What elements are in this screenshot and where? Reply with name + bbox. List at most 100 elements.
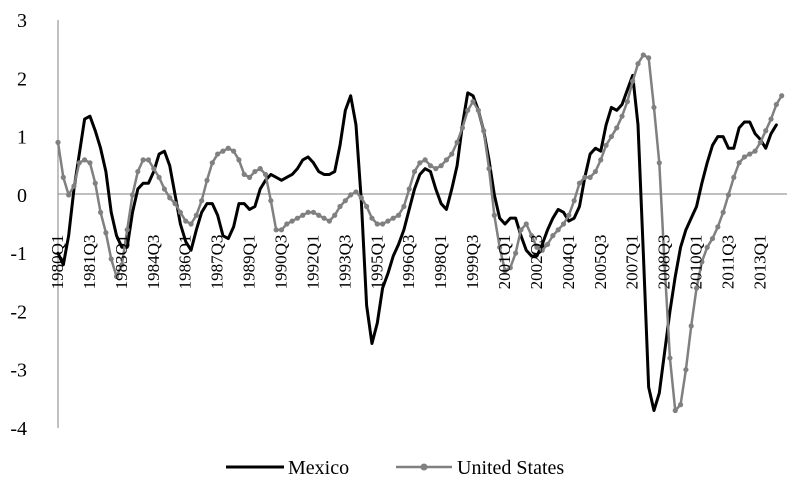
data-point-united-states — [108, 256, 114, 262]
data-point-united-states — [294, 215, 301, 221]
x-tick-label: 1995Q1 — [367, 235, 386, 290]
data-point-united-states — [624, 99, 630, 105]
data-point-united-states — [502, 268, 508, 274]
data-point-united-states — [193, 212, 199, 218]
data-point-united-states — [779, 93, 785, 99]
y-tick-label: 1 — [17, 127, 27, 149]
data-point-united-states — [757, 139, 763, 145]
data-point-united-states — [337, 203, 343, 210]
data-point-united-states — [358, 195, 364, 201]
data-point-united-states — [236, 157, 242, 163]
data-point-united-states — [278, 227, 285, 233]
data-point-united-states — [683, 367, 689, 373]
data-point-united-states — [693, 285, 700, 291]
data-point-united-states — [369, 215, 375, 221]
data-point-united-states — [528, 233, 535, 239]
data-point-united-states — [140, 157, 146, 163]
data-point-united-states — [646, 55, 652, 61]
data-point-united-states — [257, 166, 263, 172]
data-point-united-states — [151, 166, 157, 172]
data-point-united-states — [555, 227, 561, 233]
x-tick-label: 2013Q1 — [750, 235, 769, 290]
x-tick-label: 1981Q3 — [80, 235, 99, 290]
data-point-united-states — [741, 154, 748, 160]
data-point-united-states — [497, 244, 503, 250]
data-point-united-states — [87, 160, 93, 166]
data-point-united-states — [539, 247, 545, 253]
data-point-united-states — [768, 116, 774, 122]
data-point-united-states — [289, 218, 295, 224]
data-point-united-states — [773, 101, 779, 108]
data-point-united-states — [390, 215, 396, 221]
x-tick-label: 1983Q1 — [112, 235, 131, 290]
x-tick-label: 1986Q1 — [176, 235, 195, 290]
data-point-united-states — [544, 241, 551, 247]
data-point-united-states — [443, 157, 450, 163]
data-point-united-states — [571, 198, 577, 204]
legend-united-states-marker — [420, 463, 428, 471]
x-tick-label: 2011Q3 — [718, 235, 737, 289]
data-point-united-states — [215, 151, 221, 157]
x-tick-labels: 1980Q1 1981Q3 1983Q1 1984Q3 1986Q1 1987Q3 1989… — [48, 235, 769, 290]
data-point-united-states — [305, 209, 311, 215]
data-point-united-states — [491, 212, 497, 218]
data-point-united-states — [763, 128, 769, 134]
data-point-united-states — [92, 180, 98, 186]
data-point-united-states — [379, 221, 386, 227]
data-point-united-states — [576, 180, 583, 186]
data-point-united-states — [284, 221, 290, 227]
data-point-united-states — [513, 250, 519, 256]
y-tick-label: -3 — [10, 360, 27, 382]
legend-mexico-label: Mexico — [288, 457, 349, 478]
data-point-united-states — [449, 151, 455, 157]
data-point-united-states — [523, 221, 529, 227]
data-point-united-states — [422, 157, 428, 163]
data-point-united-states — [587, 174, 593, 180]
y-tick-label: -1 — [10, 243, 27, 265]
data-point-united-states — [66, 192, 72, 198]
data-point-united-states — [124, 227, 130, 233]
data-point-united-states — [465, 107, 471, 113]
data-point-united-states — [342, 198, 348, 204]
y-tick-label: -4 — [10, 418, 27, 440]
x-tick-label: 2008Q3 — [655, 235, 674, 290]
data-point-united-states — [651, 104, 657, 111]
data-point-united-states — [119, 262, 125, 268]
data-point-united-states — [310, 209, 317, 215]
data-point-united-states — [246, 174, 253, 180]
x-tick-label: 2001Q1 — [495, 235, 514, 290]
data-point-united-states — [566, 212, 572, 218]
data-point-united-states — [619, 113, 625, 119]
data-point-united-states — [300, 212, 306, 218]
data-point-united-states — [720, 209, 726, 215]
data-point-united-states — [470, 99, 476, 105]
data-point-united-states — [188, 221, 194, 227]
data-point-united-states — [262, 171, 269, 178]
x-tick-label: 2010Q1 — [687, 235, 706, 290]
data-point-united-states — [656, 160, 662, 166]
data-point-united-states — [486, 166, 492, 172]
y-tick-label: 0 — [17, 185, 27, 207]
data-point-united-states — [321, 215, 327, 221]
data-point-united-states — [709, 235, 716, 242]
data-point-united-states — [747, 151, 753, 157]
data-point-united-states — [598, 157, 604, 163]
data-point-united-states — [736, 160, 742, 166]
x-tick-label: 2004Q1 — [559, 235, 578, 290]
data-point-united-states — [715, 224, 721, 230]
data-point-united-states — [374, 221, 380, 227]
data-point-united-states — [103, 230, 109, 236]
data-point-united-states — [55, 139, 61, 145]
data-point-united-states — [145, 157, 152, 163]
data-point-united-states — [252, 168, 258, 175]
data-point-united-states — [603, 142, 609, 148]
data-point-united-states — [161, 186, 168, 192]
data-point-united-states — [183, 218, 189, 224]
data-point-united-states — [241, 171, 247, 178]
data-point-united-states — [135, 168, 141, 175]
data-point-united-states — [364, 203, 370, 210]
data-point-united-states — [199, 198, 205, 204]
data-point-united-states — [220, 148, 226, 154]
data-point-united-states — [406, 186, 412, 192]
